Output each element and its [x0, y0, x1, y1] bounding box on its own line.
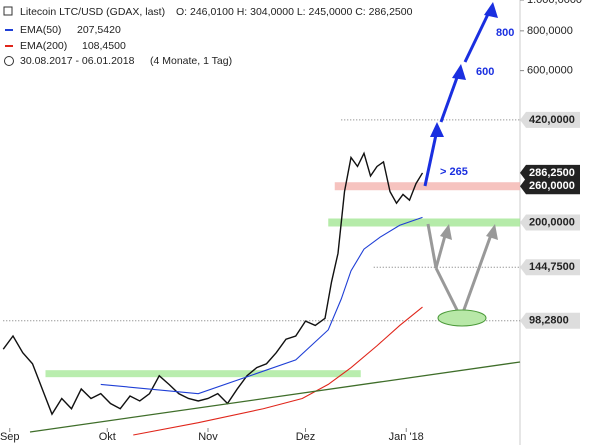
level-box: [520, 214, 580, 231]
arrow-head: [430, 122, 444, 137]
annotation: > 265: [440, 166, 468, 178]
arrow: [434, 231, 448, 269]
level-label: 200,0000: [529, 216, 575, 228]
support-zone: [328, 218, 520, 227]
y-tick-label: 800,0000: [527, 25, 573, 37]
arrow: [423, 129, 439, 187]
header-ohlc: O: 246,0100 H: 304,0000 L: 245,0000 C: 2…: [176, 6, 413, 18]
x-tick-label: Nov: [198, 431, 218, 443]
level-label: 144,7500: [529, 261, 575, 273]
header-bg: [0, 0, 300, 70]
scenario-arrows: [426, 223, 498, 319]
arrow: [426, 223, 438, 269]
y-tick-label: 600,0000: [527, 65, 573, 77]
arrow: [459, 231, 494, 319]
x-tick-label: Dez: [296, 431, 316, 443]
arrow-head: [440, 224, 452, 240]
icon: [4, 56, 14, 66]
arrow: [439, 71, 461, 123]
icon: [3, 6, 13, 16]
arrow: [463, 9, 492, 63]
x-tick-label: Okt: [99, 431, 116, 443]
support-zone: [45, 370, 361, 378]
plot: Sep Okt Nov Dez Jan '18 1.000,0000 800,0000 600…: [0, 0, 582, 443]
y-tick-label: 1.000,0000: [527, 0, 582, 6]
level-box: [520, 259, 580, 276]
x-tick-label: Jan '18: [389, 431, 424, 443]
projection-arrows: [423, 2, 498, 187]
arrow-head: [452, 64, 466, 80]
annotation: 800: [496, 27, 514, 39]
level-label: 98,2800: [529, 315, 569, 327]
header-period-note: (4 Monate, 1 Tag): [150, 55, 232, 67]
legend-value: 207,5420: [77, 24, 121, 36]
legend-value: 108,4500: [82, 40, 126, 52]
header-period: 30.08.2017 - 06.01.2018: [20, 55, 135, 67]
arrow: [434, 267, 463, 319]
arrow-head: [484, 2, 498, 18]
target-ellipse: [437, 309, 487, 327]
resistance-zone: [334, 182, 520, 191]
annotation: 600: [476, 66, 494, 78]
price-line: [2, 151, 424, 416]
level-label: 260,0000: [529, 180, 575, 192]
level-label: 286,2500: [529, 167, 575, 179]
level-box: [520, 111, 580, 128]
level-label: 420,0000: [529, 114, 575, 126]
level-box: [520, 164, 580, 181]
legend-label: EMA(200): [20, 40, 67, 52]
header-title: Litecoin LTC/USD (GDAX, last): [20, 6, 165, 18]
price-line: [100, 216, 423, 395]
trend-line: [29, 361, 521, 433]
arrow-head: [486, 224, 498, 240]
level-box: [520, 312, 580, 329]
price-line: [133, 306, 423, 436]
level-box: [520, 178, 580, 195]
legend-label: EMA(50): [20, 24, 61, 36]
x-tick-label: Sep: [0, 431, 20, 443]
